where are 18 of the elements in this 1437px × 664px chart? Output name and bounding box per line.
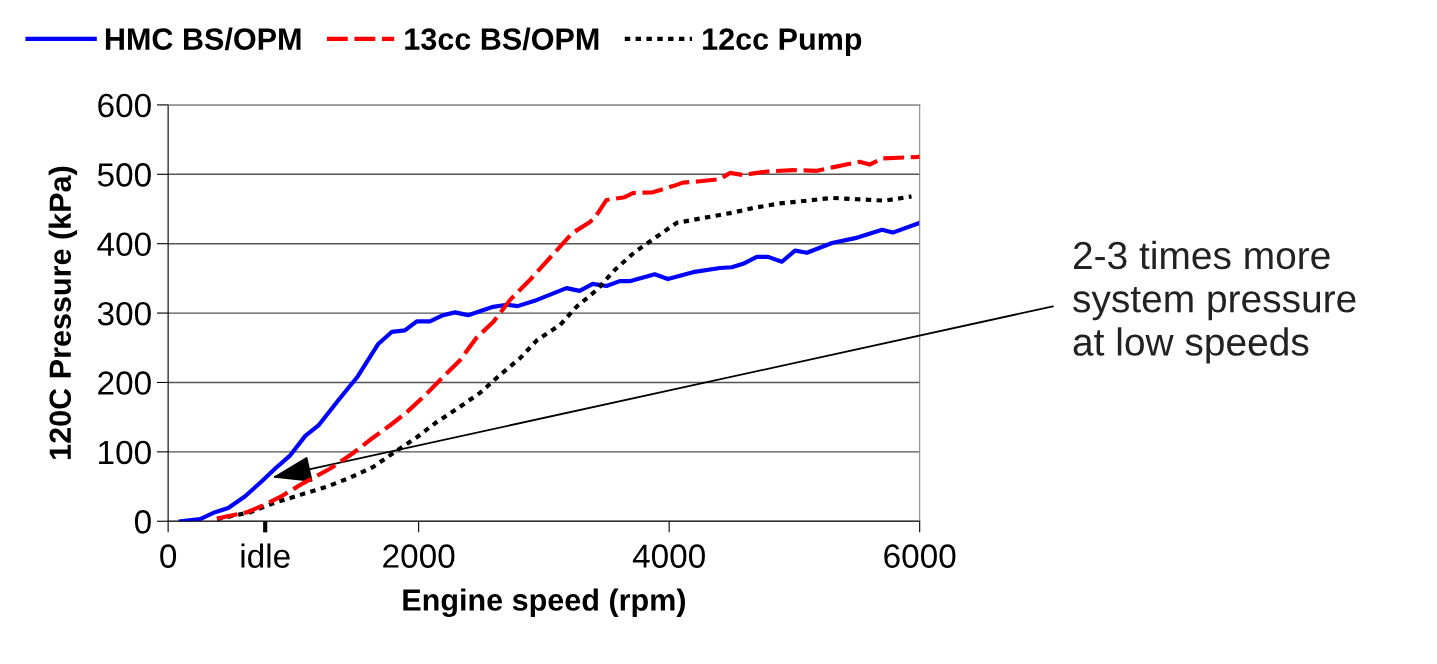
annotation: 2-3 times more system pressure at low speeds bbox=[1073, 240, 1356, 364]
y-tick-label: 200 bbox=[98, 371, 151, 395]
x-tick-label: 4000 bbox=[632, 544, 705, 568]
x-axis-title: Engine speed (rpm) bbox=[403, 588, 685, 618]
y-tick-label: 500 bbox=[97, 163, 151, 187]
x-tick-label: idle bbox=[241, 543, 290, 568]
y-tick-label: 100 bbox=[99, 440, 151, 465]
legend-label: 13cc BS/OPM bbox=[405, 27, 599, 51]
legend-label: 12cc Pump bbox=[703, 28, 862, 56]
y-tick-label: 300 bbox=[97, 301, 151, 326]
x-tick-label: 2000 bbox=[383, 544, 455, 568]
legend-label: HMC BS/OPM bbox=[105, 27, 301, 51]
x-tick-label: 0 bbox=[160, 544, 177, 568]
y-tick-label: 0 bbox=[134, 510, 151, 534]
y-tick-label: 600 bbox=[98, 93, 151, 118]
y-tick-label: 400 bbox=[97, 232, 151, 257]
x-tick-label: 6000 bbox=[884, 544, 956, 568]
y-axis-title: 120C Pressure (kPa) bbox=[48, 166, 78, 459]
